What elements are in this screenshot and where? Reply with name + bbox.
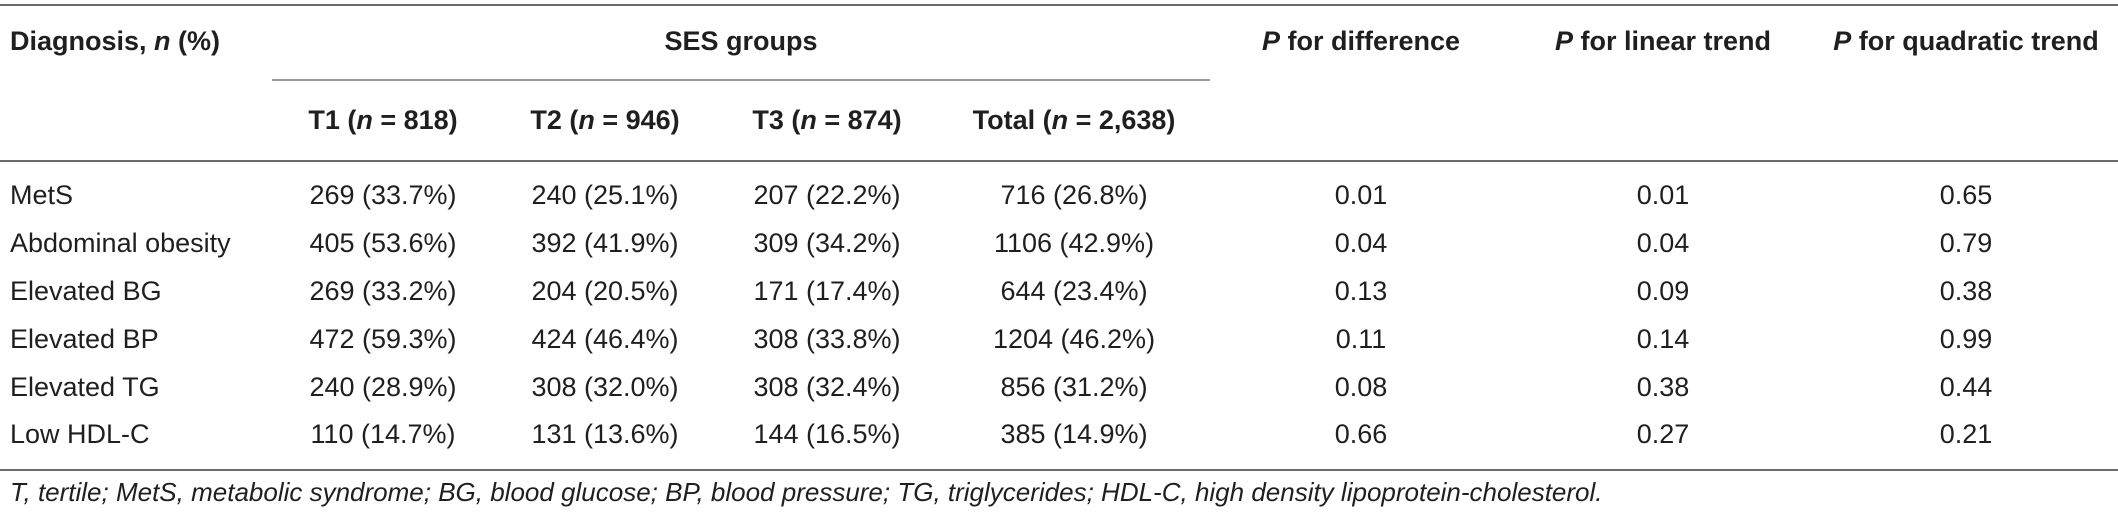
t2-cell: 240 (25.1%): [531, 180, 679, 211]
p-difference-cell: 0.66: [1210, 410, 1513, 471]
p-difference-cell: 0.11: [1335, 323, 1387, 354]
table-row: Elevated BG 269 (33.2%) 204 (20.5%) 171 …: [0, 268, 2118, 316]
diagnosis-cell: MetS: [10, 180, 74, 211]
table-row: Elevated TG 240 (28.9%) 308 (32.0%) 308 …: [0, 363, 2118, 411]
p-linear-cell: 0.09: [1636, 275, 1690, 306]
table-row: Elevated BP 472 (59.3%) 424 (46.4%) 308 …: [0, 315, 2118, 363]
t1-cell: 472 (59.3%): [309, 323, 457, 354]
p-linear-cell: 0.14: [1636, 323, 1690, 354]
t2-cell: 204 (20.5%): [531, 275, 679, 306]
table-row: Low HDL-C 110 (14.7%) 131 (13.6%) 144 (1…: [0, 410, 2118, 471]
total-cell: 856 (31.2%): [1000, 371, 1148, 402]
group-header-t2: T2 (n = 946): [494, 80, 716, 162]
diagnosis-cell: Elevated BP: [10, 323, 159, 354]
total-cell: 1106 (42.9%): [993, 228, 1155, 259]
t1-cell: 240 (28.9%): [309, 371, 457, 402]
diagnosis-cell: Low HDL-C: [0, 410, 272, 471]
t2-cell: 308 (32.0%): [531, 371, 679, 402]
table-footnote: T, tertile; MetS, metabolic syndrome; BG…: [10, 477, 1603, 507]
total-cell: 385 (14.9%): [938, 410, 1211, 471]
total-cell: 716 (26.8%): [1000, 180, 1148, 211]
t1-cell: 269 (33.7%): [309, 180, 457, 211]
total-cell: 1204 (46.2%): [992, 323, 1156, 354]
t3-cell: 309 (34.2%): [753, 228, 901, 259]
p-quadratic-cell: 0.44: [1939, 371, 1993, 402]
diagnosis-header: Diagnosis, n (%): [0, 4, 272, 162]
diagnosis-cell: Elevated TG: [10, 371, 160, 402]
t2-cell: 131 (13.6%): [494, 410, 716, 471]
t3-cell: 308 (33.8%): [753, 323, 901, 354]
total-cell: 644 (23.4%): [1000, 275, 1148, 306]
t2-cell: 392 (41.9%): [531, 228, 679, 259]
group-header-t1: T1 (n = 818): [272, 80, 494, 162]
p-linear-cell: 0.01: [1636, 180, 1690, 211]
p-difference-cell: 0.01: [1334, 180, 1388, 211]
p-quadratic-cell: 0.21: [1814, 410, 2118, 471]
t3-cell: 144 (16.5%): [716, 410, 938, 471]
p-quadratic-cell: 0.38: [1939, 275, 1993, 306]
p-quadratic-cell: 0.79: [1939, 228, 1993, 259]
t3-cell: 207 (22.2%): [753, 180, 901, 211]
p-quadratic-cell: 0.99: [1939, 323, 1993, 354]
t1-cell: 405 (53.6%): [309, 228, 457, 259]
t1-cell: 110 (14.7%): [272, 410, 494, 471]
p-linear-cell: 0.38: [1636, 371, 1690, 402]
t1-cell: 269 (33.2%): [309, 275, 457, 306]
group-header-t3: T3 (n = 874): [716, 80, 938, 162]
p-difference-cell: 0.13: [1334, 275, 1388, 306]
ses-groups-header: SES groups: [272, 4, 1211, 81]
t3-cell: 171 (17.4%): [753, 275, 901, 306]
p-linear-cell: 0.27: [1512, 410, 1815, 471]
table-row: MetS 269 (33.7%) 240 (25.1%) 207 (22.2%)…: [0, 161, 2118, 220]
ses-diagnosis-table: Diagnosis, n (%) SES groups P for differ…: [0, 4, 2118, 471]
group-header-total: Total (n = 2,638): [938, 80, 1211, 162]
p-quadratic-header: P for quadratic trend: [1814, 4, 2118, 162]
p-linear-header: P for linear trend: [1512, 4, 1815, 162]
t2-cell: 424 (46.4%): [531, 323, 679, 354]
table-row: Abdominal obesity 405 (53.6%) 392 (41.9%…: [0, 220, 2118, 268]
t3-cell: 308 (32.4%): [753, 371, 901, 402]
p-difference-header: P for difference: [1210, 4, 1513, 162]
p-difference-cell: 0.08: [1334, 371, 1388, 402]
diagnosis-cell: Abdominal obesity: [10, 228, 231, 259]
p-quadratic-cell: 0.65: [1939, 180, 1993, 211]
p-linear-cell: 0.04: [1636, 228, 1690, 259]
diagnosis-cell: Elevated BG: [10, 275, 162, 306]
p-difference-cell: 0.04: [1334, 228, 1388, 259]
